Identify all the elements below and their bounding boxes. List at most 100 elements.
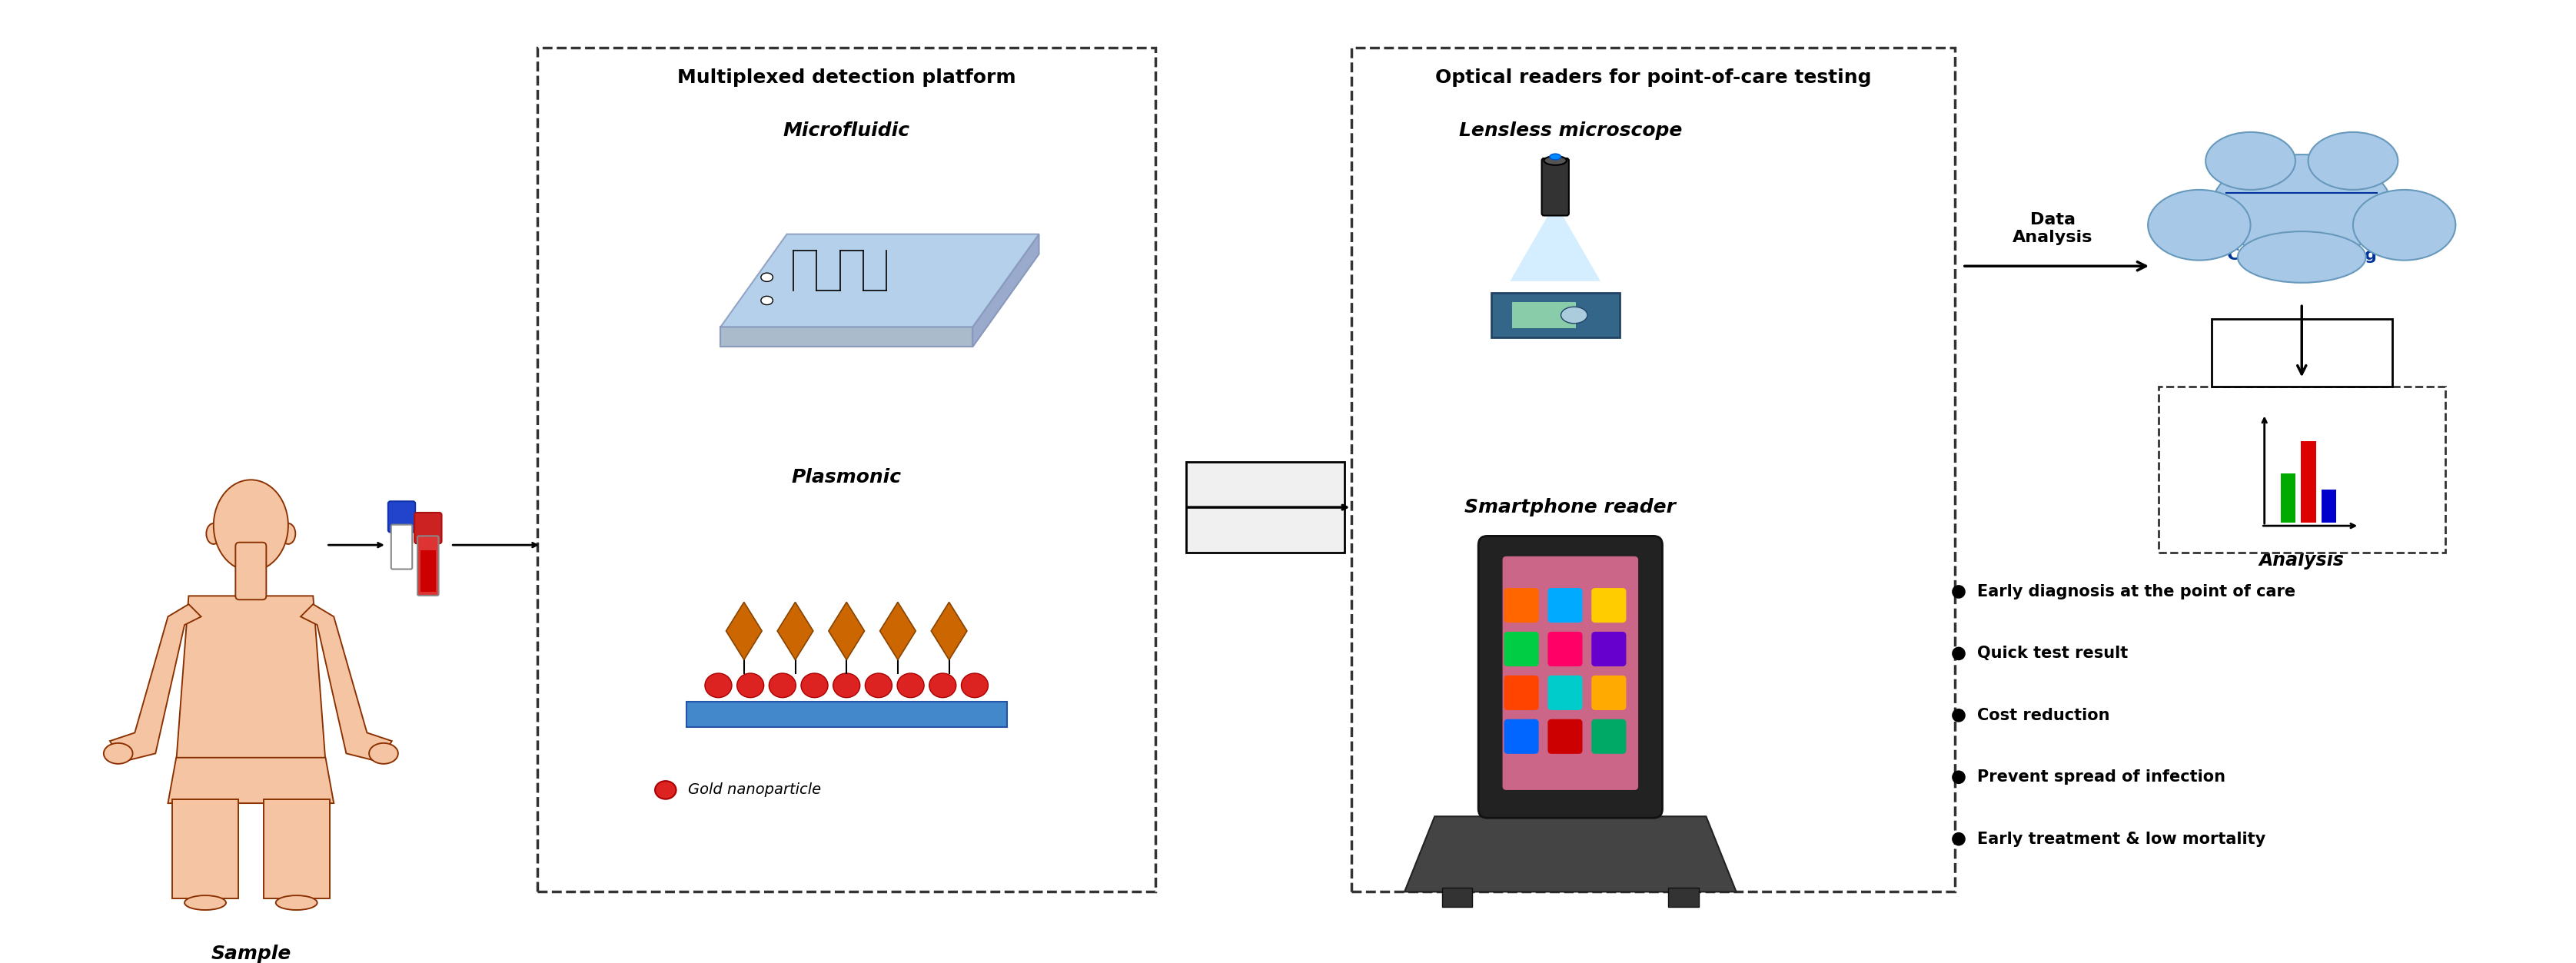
Text: Data
Analysis: Data Analysis bbox=[2012, 212, 2094, 245]
Ellipse shape bbox=[896, 673, 925, 697]
FancyBboxPatch shape bbox=[1502, 557, 1638, 790]
Polygon shape bbox=[1510, 214, 1600, 281]
Polygon shape bbox=[685, 701, 1007, 727]
Ellipse shape bbox=[1953, 647, 1965, 661]
Ellipse shape bbox=[654, 781, 675, 799]
Ellipse shape bbox=[1953, 585, 1965, 599]
Text: Cost reduction: Cost reduction bbox=[1978, 708, 2110, 723]
Text: Lensless microscope: Lensless microscope bbox=[1458, 121, 1682, 140]
Ellipse shape bbox=[832, 673, 860, 697]
Text: Gold nanoparticle: Gold nanoparticle bbox=[688, 783, 822, 797]
Ellipse shape bbox=[103, 743, 134, 764]
Text: Microfluidic: Microfluidic bbox=[783, 121, 909, 140]
Ellipse shape bbox=[1551, 154, 1561, 160]
Polygon shape bbox=[930, 602, 966, 660]
Ellipse shape bbox=[961, 673, 989, 697]
Ellipse shape bbox=[276, 896, 317, 910]
Text: Analysis: Analysis bbox=[2259, 551, 2344, 569]
Text: Early diagnosis at the point of care: Early diagnosis at the point of care bbox=[1978, 585, 2295, 599]
FancyBboxPatch shape bbox=[1443, 888, 1473, 907]
Ellipse shape bbox=[737, 673, 765, 697]
FancyBboxPatch shape bbox=[1548, 675, 1582, 710]
Polygon shape bbox=[111, 604, 201, 762]
Text: Plasmonic: Plasmonic bbox=[791, 468, 902, 486]
Ellipse shape bbox=[185, 896, 227, 910]
FancyBboxPatch shape bbox=[1479, 536, 1662, 818]
Text: Crowd sourcing: Crowd sourcing bbox=[2226, 247, 2378, 263]
Text: Quick test result: Quick test result bbox=[1978, 646, 2128, 662]
Text: Result: Result bbox=[2272, 344, 2331, 359]
Ellipse shape bbox=[1953, 709, 1965, 722]
Polygon shape bbox=[175, 596, 325, 762]
Text: Sample: Sample bbox=[211, 945, 291, 963]
Ellipse shape bbox=[2205, 132, 2295, 190]
FancyBboxPatch shape bbox=[417, 536, 438, 595]
Text: Readout: Readout bbox=[1224, 498, 1306, 513]
Text: Early treatment & low mortality: Early treatment & low mortality bbox=[1978, 831, 2267, 846]
Polygon shape bbox=[881, 602, 914, 660]
Ellipse shape bbox=[706, 673, 732, 697]
Ellipse shape bbox=[1953, 770, 1965, 784]
FancyBboxPatch shape bbox=[1504, 719, 1538, 754]
Polygon shape bbox=[726, 602, 762, 660]
Polygon shape bbox=[778, 602, 814, 660]
FancyBboxPatch shape bbox=[1592, 632, 1625, 666]
FancyBboxPatch shape bbox=[1592, 588, 1625, 623]
Ellipse shape bbox=[866, 673, 891, 697]
Ellipse shape bbox=[770, 673, 796, 697]
FancyBboxPatch shape bbox=[389, 502, 415, 533]
Ellipse shape bbox=[760, 297, 773, 305]
Text: Cloud data: Cloud data bbox=[2246, 167, 2357, 185]
FancyBboxPatch shape bbox=[2321, 490, 2336, 522]
FancyBboxPatch shape bbox=[1669, 888, 1698, 907]
Polygon shape bbox=[721, 234, 1038, 327]
Ellipse shape bbox=[2239, 231, 2365, 283]
FancyBboxPatch shape bbox=[2210, 319, 2393, 387]
FancyBboxPatch shape bbox=[392, 525, 412, 569]
Ellipse shape bbox=[801, 673, 827, 697]
Polygon shape bbox=[301, 604, 392, 762]
FancyBboxPatch shape bbox=[1185, 462, 1345, 553]
Polygon shape bbox=[721, 327, 974, 347]
Polygon shape bbox=[263, 799, 330, 898]
Ellipse shape bbox=[1953, 832, 1965, 846]
Text: Machine learning: Machine learning bbox=[2218, 213, 2385, 228]
Polygon shape bbox=[1404, 817, 1736, 892]
FancyBboxPatch shape bbox=[1504, 632, 1538, 666]
FancyBboxPatch shape bbox=[420, 550, 435, 591]
Ellipse shape bbox=[214, 480, 289, 571]
FancyBboxPatch shape bbox=[1548, 719, 1582, 754]
Polygon shape bbox=[167, 758, 335, 803]
Ellipse shape bbox=[368, 743, 399, 764]
Text: Prevent spread of infection: Prevent spread of infection bbox=[1978, 769, 2226, 785]
FancyBboxPatch shape bbox=[2300, 441, 2316, 522]
FancyBboxPatch shape bbox=[1592, 675, 1625, 710]
Ellipse shape bbox=[2352, 190, 2455, 260]
Ellipse shape bbox=[2308, 132, 2398, 190]
Polygon shape bbox=[829, 602, 866, 660]
FancyBboxPatch shape bbox=[1592, 719, 1625, 754]
Polygon shape bbox=[974, 234, 1038, 347]
Ellipse shape bbox=[2148, 190, 2251, 260]
Ellipse shape bbox=[206, 523, 222, 544]
FancyBboxPatch shape bbox=[1548, 588, 1582, 623]
FancyBboxPatch shape bbox=[2280, 474, 2295, 522]
FancyBboxPatch shape bbox=[1512, 302, 1577, 328]
Ellipse shape bbox=[760, 273, 773, 281]
Text: Smartphone reader: Smartphone reader bbox=[1466, 498, 1677, 516]
FancyBboxPatch shape bbox=[415, 512, 440, 543]
FancyBboxPatch shape bbox=[1492, 293, 1620, 338]
FancyBboxPatch shape bbox=[1504, 675, 1538, 710]
Ellipse shape bbox=[1561, 307, 1587, 324]
FancyBboxPatch shape bbox=[1540, 158, 1569, 216]
Ellipse shape bbox=[2213, 154, 2391, 257]
FancyBboxPatch shape bbox=[1504, 588, 1538, 623]
Ellipse shape bbox=[930, 673, 956, 697]
Text: Optical readers for point-of-care testing: Optical readers for point-of-care testin… bbox=[1435, 68, 1870, 87]
Ellipse shape bbox=[281, 523, 296, 544]
FancyBboxPatch shape bbox=[2159, 387, 2445, 553]
Text: Multiplexed detection platform: Multiplexed detection platform bbox=[677, 68, 1015, 87]
FancyBboxPatch shape bbox=[234, 542, 265, 600]
Ellipse shape bbox=[1543, 156, 1566, 165]
Polygon shape bbox=[173, 799, 240, 898]
